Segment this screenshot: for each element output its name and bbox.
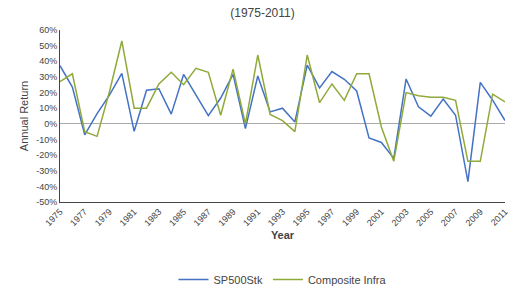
svg-text:0%: 0% [44,119,57,129]
svg-text:-10%: -10% [36,135,57,145]
svg-text:1991: 1991 [241,207,262,228]
svg-text:2003: 2003 [389,207,410,228]
svg-text:1985: 1985 [167,207,188,228]
svg-text:-30%: -30% [36,166,57,176]
svg-text:30%: 30% [39,72,57,82]
svg-text:60%: 60% [39,25,57,35]
svg-text:2001: 2001 [365,207,386,228]
svg-text:2005: 2005 [414,207,435,228]
svg-text:20%: 20% [39,88,57,98]
svg-text:1983: 1983 [142,207,163,228]
svg-text:Composite Infra: Composite Infra [308,274,387,286]
svg-text:1975: 1975 [43,207,64,228]
svg-text:1987: 1987 [192,207,213,228]
svg-text:-40%: -40% [36,182,57,192]
svg-text:Annual Return: Annual Return [18,81,30,151]
svg-text:2009: 2009 [464,207,485,228]
svg-text:1999: 1999 [340,207,361,228]
svg-text:1981: 1981 [118,207,139,228]
svg-text:1989: 1989 [216,207,237,228]
svg-text:10%: 10% [39,103,57,113]
svg-text:2007: 2007 [439,207,460,228]
svg-text:1997: 1997 [315,207,336,228]
svg-text:-50%: -50% [36,197,57,207]
svg-text:(1975-2011): (1975-2011) [230,6,295,20]
svg-text:-20%: -20% [36,150,57,160]
svg-text:40%: 40% [39,56,57,66]
svg-text:1995: 1995 [291,207,312,228]
svg-text:1977: 1977 [68,207,89,228]
svg-text:50%: 50% [39,41,57,51]
svg-text:Year: Year [271,229,295,241]
svg-text:SP500Stk: SP500Stk [214,274,263,286]
svg-text:2011: 2011 [489,207,510,228]
svg-text:1979: 1979 [93,207,114,228]
svg-text:1993: 1993 [266,207,287,228]
